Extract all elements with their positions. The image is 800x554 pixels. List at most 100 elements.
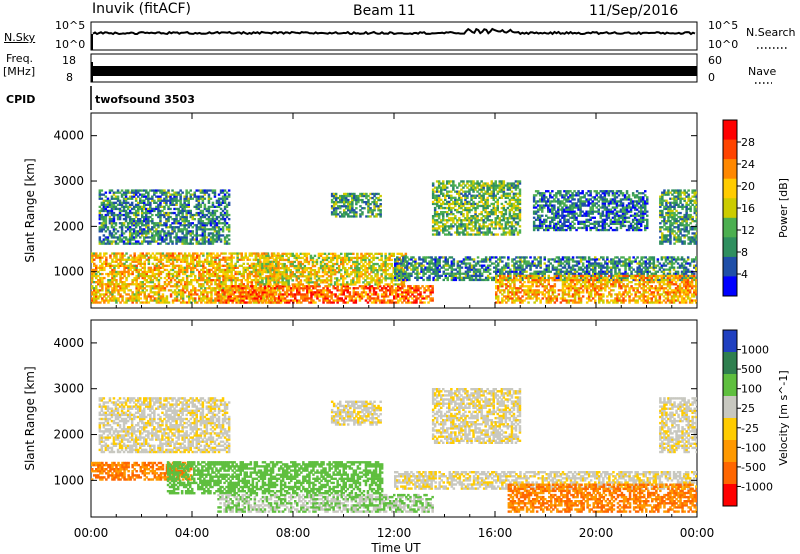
power-cells-cell [386,285,390,288]
power-cells-cell [346,287,349,290]
power-cells-cell [448,194,451,197]
power-cells-cell [209,228,213,231]
power-cells-cell [452,186,455,189]
power-cells-cell [321,279,325,282]
power-cells-cell [271,275,274,278]
power-cells-cell [132,228,136,231]
power-cells-cell [234,281,237,284]
power-cells-cell [314,295,317,298]
power-cells-cell [252,270,256,274]
power-cells-cell [259,262,262,266]
power-cells-cell [313,269,317,272]
power-cells-cell [207,197,211,200]
power-cells-cell [456,211,459,214]
power-cells-cell [464,202,467,206]
power-cells-cell [335,254,339,257]
power-cells-cell [437,196,441,199]
power-cells-cell [480,219,483,222]
power-cells-cell [373,209,376,212]
power-cells-cell [313,283,317,286]
power-cells-cell [268,274,272,278]
power-cells-cell [137,201,140,204]
power-cells-cell [492,192,495,195]
power-cells-cell [223,293,226,296]
power-cells-cell [343,196,346,200]
power-cells-cell [218,268,221,272]
power-cells-cell [179,258,183,261]
power-cells-cell [339,196,342,200]
power-cells-cell [105,252,108,255]
power-cells-cell [470,208,473,212]
power-cells-cell [135,301,138,304]
power-cells-cell [269,267,272,270]
power-cells-cell [376,279,379,282]
power-cells-cell [376,287,380,290]
power-cells-cell [111,264,114,267]
power-cells-cell [110,236,114,239]
power-cells-cell [111,272,114,276]
power-cells-cell [474,233,477,236]
power-cells-cell [206,279,209,282]
power-cells-cell [464,196,467,199]
power-cells-cell [349,201,352,204]
power-cells-cell [228,276,231,280]
power-cells-cell [464,227,467,230]
power-cells-cell [130,238,134,241]
power-cells-cell [108,199,112,202]
power-cells-cell [128,195,132,198]
power-cells-cell [384,301,388,304]
power-cells-cell [261,264,264,268]
power-cells-cell [291,254,294,257]
power-cells-cell [508,184,512,187]
power-cells-cell [332,192,336,196]
power-cells-cell [271,262,274,266]
power-cells-cell [93,297,96,300]
power-cells-cell [206,262,209,265]
power-cells-cell [151,299,155,302]
power-cells-cell [215,205,219,208]
power-cells-cell [350,271,353,274]
power-cells-cell [215,226,219,229]
power-cells-cell [220,274,223,278]
power-cells-cell [124,195,128,198]
power-cells-cell [327,269,331,272]
power-cells-cell [366,281,369,284]
power-cells-cell [334,201,338,204]
power-cells-cell [378,258,381,262]
power-cells-cell [271,279,274,282]
power-cells-cell [173,291,177,294]
power-cells-cell [490,190,493,193]
power-cells-cell [407,289,410,292]
power-cells-cell [104,207,108,211]
power-cells-cell [125,266,128,269]
power-cells-cell [252,266,256,269]
power-cells-cell [147,201,150,204]
power-cells-cell [375,215,378,218]
power-cells-cell [514,194,518,197]
power-cells-cell [242,274,245,278]
power-cells-cell [171,197,174,200]
power-cells-cell [188,295,191,298]
power-cells-cell [460,206,463,210]
power-cells-cell [464,198,467,201]
power-cells-cell [307,260,311,264]
power-cells-cell [199,222,203,225]
power-cells-cell [285,287,289,290]
power-cells-cell [225,228,229,231]
power-cells-cell [303,252,307,255]
power-cells-cell [109,262,112,265]
power-cells-cell [458,192,461,195]
power-cells-cell [101,264,104,267]
power-cells-cell [448,231,451,234]
power-cells-cell [278,262,282,265]
power-cells-cell [215,209,219,213]
power-cells-cell [292,295,295,298]
power-cells-cell [336,301,339,304]
power-cells-cell [163,193,166,196]
power-cells-cell [151,226,154,229]
power-cells-cell [139,274,142,278]
power-cells-cell [508,208,512,212]
power-cells-cell [366,262,369,266]
power-cells-cell [300,297,303,300]
power-cells-cell [102,193,106,196]
